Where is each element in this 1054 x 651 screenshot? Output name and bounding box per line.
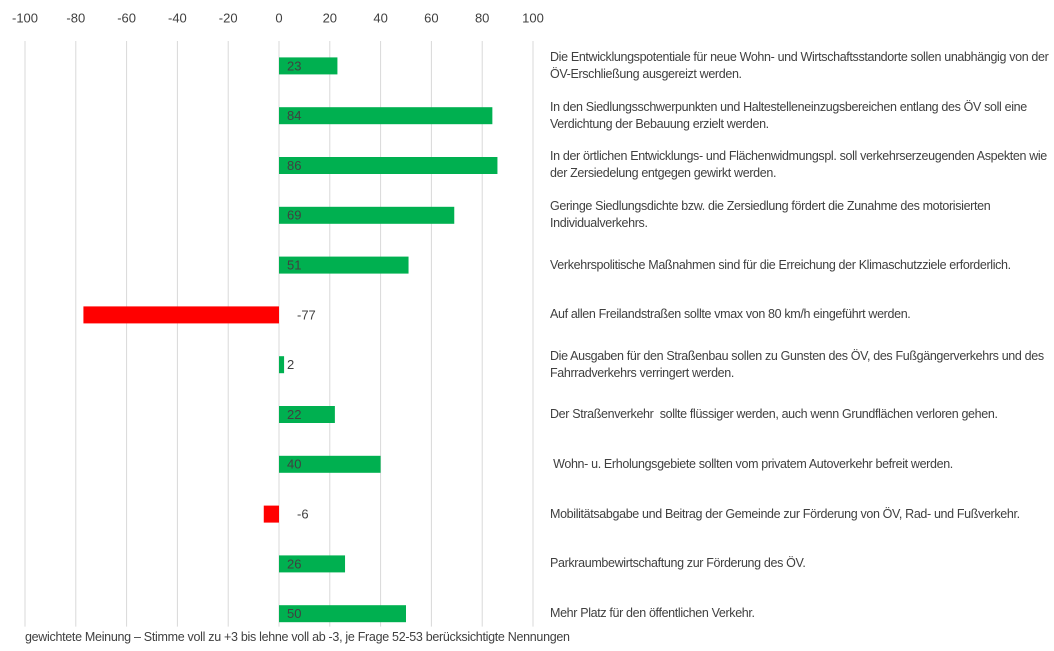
- data-label: 2: [287, 357, 294, 372]
- bar: [279, 406, 335, 423]
- bar: [279, 157, 498, 174]
- bar: [263, 505, 279, 523]
- category-label: Die Ausgaben für den Straßenbau sollen z…: [550, 348, 1047, 380]
- data-label: 40: [287, 457, 301, 472]
- bar: [279, 555, 346, 573]
- bar: [279, 455, 381, 473]
- x-tick-label: 100: [522, 10, 544, 25]
- x-tick-label: -80: [66, 10, 85, 25]
- x-tick-label: 40: [373, 10, 387, 25]
- category-label: In der örtlichen Entwicklungs- und Fläch…: [550, 149, 1051, 181]
- data-label: 22: [287, 407, 301, 422]
- bar: [279, 206, 455, 224]
- footnote: gewichtete Meinung – Stimme voll zu +3 b…: [25, 630, 570, 644]
- x-tick-label: -20: [219, 10, 238, 25]
- x-tick-label: -100: [12, 10, 38, 25]
- category-label: Wohn- u. Erholungsgebiete sollten vom pr…: [550, 456, 953, 471]
- category-label: Der Straßenverkehr sollte flüssiger werd…: [550, 406, 998, 421]
- bar: [279, 605, 406, 623]
- category-label: Auf allen Freilandstraßen sollte vmax vo…: [550, 307, 911, 322]
- data-label: 86: [287, 158, 301, 173]
- data-label: -6: [297, 507, 309, 522]
- x-tick-label: 60: [424, 10, 438, 25]
- x-tick-label: -40: [168, 10, 187, 25]
- bar: [83, 306, 279, 324]
- data-label: 69: [287, 208, 301, 223]
- x-tick-label: 20: [323, 10, 337, 25]
- category-label: Geringe Siedlungsdichte bzw. die Zersied…: [550, 199, 994, 231]
- x-tick-label: -60: [117, 10, 136, 25]
- category-label: Parkraumbewirtschaftung zur Förderung de…: [550, 556, 806, 571]
- category-label: Die Entwicklungspotentiale für neue Wohn…: [550, 49, 1052, 81]
- data-label: 51: [287, 258, 301, 273]
- data-label: 26: [287, 556, 301, 571]
- data-label: -77: [297, 307, 316, 322]
- x-tick-label: 80: [475, 10, 489, 25]
- bar: [279, 107, 493, 125]
- data-label: 23: [287, 58, 301, 73]
- category-label: Mehr Platz für den öffentlichen Verkehr.: [550, 606, 755, 621]
- category-label: Verkehrspolitische Maßnahmen sind für di…: [550, 257, 1011, 272]
- bar: [279, 356, 285, 374]
- x-tick-label: 0: [275, 10, 282, 25]
- data-label: 84: [287, 108, 301, 123]
- category-label: Mobilitätsabgabe und Beitrag der Gemeind…: [550, 506, 1020, 521]
- data-label: 50: [287, 606, 301, 621]
- bar: [279, 256, 409, 274]
- category-label: In den Siedlungsschwerpunkten und Haltes…: [550, 99, 1030, 131]
- bar: [279, 57, 338, 75]
